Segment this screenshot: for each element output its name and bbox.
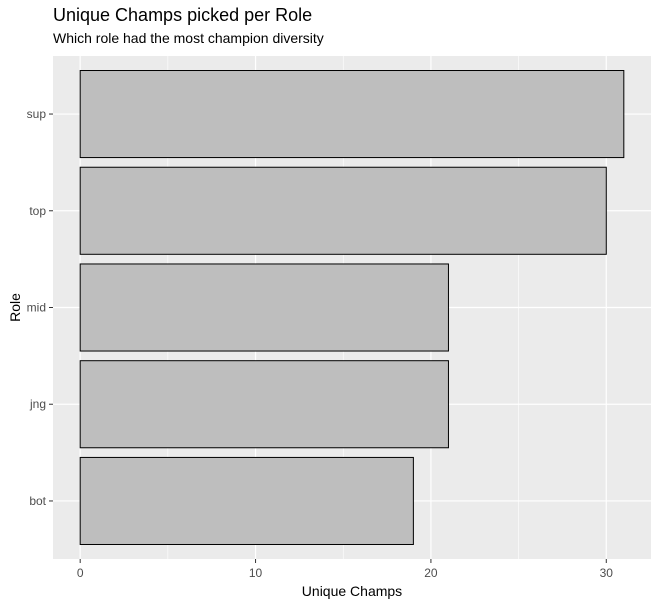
chart-subtitle: Which role had the most champion diversi… [53, 30, 324, 46]
bar-jng [79, 360, 449, 449]
bar-top [79, 166, 607, 255]
y-tick-label: sup [27, 107, 47, 121]
y-tick-label: bot [29, 494, 46, 508]
x-tick-label: 30 [600, 566, 614, 580]
bar-sup [79, 70, 625, 159]
x-tick-label: 0 [77, 566, 84, 580]
bar-mid [79, 263, 449, 352]
y-tick-label: mid [27, 301, 46, 315]
x-tick-label: 20 [424, 566, 438, 580]
y-axis-title: Role [7, 293, 23, 322]
x-axis-title: Unique Champs [302, 583, 402, 599]
bars [79, 70, 625, 545]
x-axis: 0 10 20 30 [77, 559, 613, 580]
y-tick-label: jng [29, 397, 46, 411]
y-axis: sup top mid jng bot [27, 107, 53, 508]
y-tick-label: top [29, 204, 46, 218]
x-tick-label: 10 [249, 566, 263, 580]
bar-bot [79, 456, 414, 545]
chart-title: Unique Champs picked per Role [53, 5, 313, 25]
